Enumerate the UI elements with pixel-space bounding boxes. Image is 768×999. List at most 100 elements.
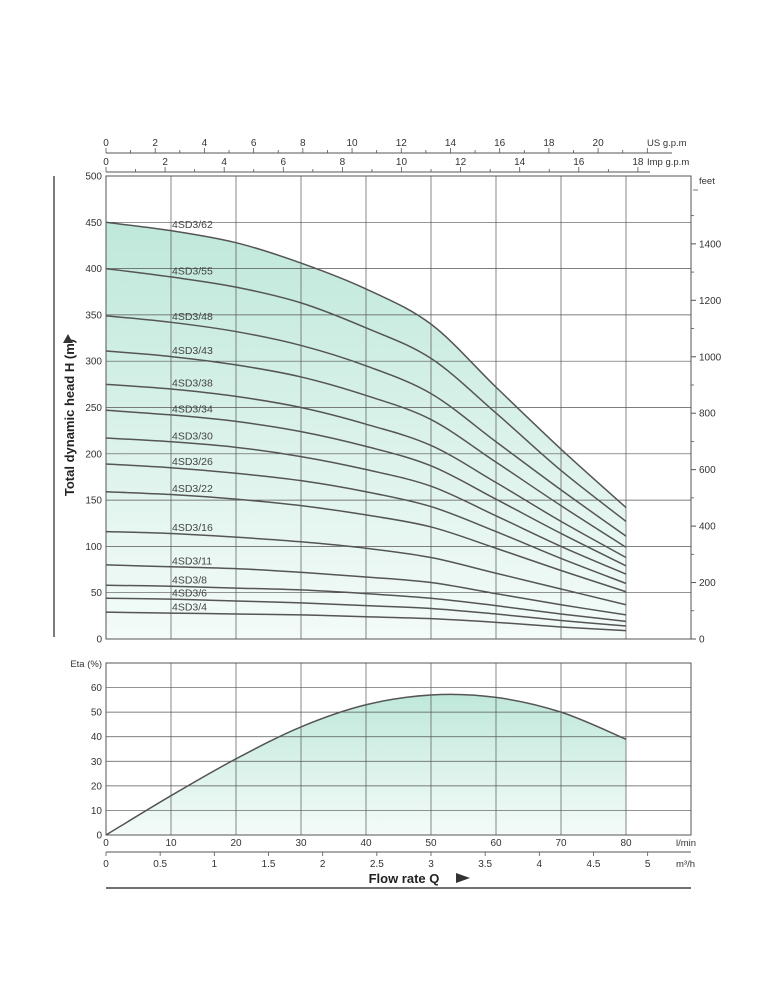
imp-gpm-tick-label: 4 [221,157,227,168]
us-gpm-tick-label: 8 [300,138,306,149]
eta-y-tick-label: 40 [91,732,103,743]
m3h-tick-label: 4 [537,859,543,870]
us-gpm-tick-label: 0 [103,138,109,149]
feet-tick-label: 1200 [699,296,722,307]
lpm-tick-label: 50 [425,838,437,849]
us-gpm-tick-label: 18 [543,138,555,149]
y-tick-label: 250 [85,403,102,414]
lpm-unit-label: l/min [676,838,696,849]
feet-tick-label: 1000 [699,352,722,363]
y-axis-title: Total dynamic head H (m) [62,339,77,496]
eta-y-tick-label: 30 [91,757,103,768]
feet-tick-label: 400 [699,522,716,533]
y-tick-label: 150 [85,496,102,507]
eta-y-tick-label: 10 [91,806,103,817]
curve-4SD3-62 [105,221,627,509]
m3h-tick-label: 1 [212,859,218,870]
curve-4SD3-43 [105,350,627,548]
y-tick-label: 200 [85,449,102,460]
lpm-tick-label: 20 [230,838,242,849]
imp-gpm-tick-label: 14 [514,157,526,168]
eta-curve [105,693,627,836]
x-axis-title: Flow rate Q [369,871,440,886]
lpm-tick-label: 70 [555,838,567,849]
us-gpm-tick-label: 10 [346,138,358,149]
curve-4SD3-48 [105,315,627,537]
curve-label: 4SD3/62 [172,219,213,231]
imp-gpm-tick-label: 6 [281,157,287,168]
y-tick-label: 350 [85,310,102,321]
y-tick-label: 400 [85,264,102,275]
imp-gpm-tick-label: 10 [396,157,408,168]
m3h-tick-label: 4.5 [587,859,601,870]
us-gpm-tick-label: 4 [202,138,208,149]
eta-y-tick-label: 60 [91,683,103,694]
curve-label: 4SD3/30 [172,430,213,442]
y-tick-label: 450 [85,218,102,229]
curve-label: 4SD3/6 [172,588,207,600]
curve-label: 4SD3/22 [172,483,213,495]
curve-4SD3-55 [105,267,627,522]
lpm-tick-label: 0 [103,838,109,849]
curve-label: 4SD3/34 [172,403,213,415]
curve-4SD3-26 [105,463,627,585]
m3h-unit-label: m³/h [676,859,695,870]
curve-label: 4SD3/16 [172,522,213,534]
lpm-tick-label: 10 [165,838,177,849]
feet-tick-label: 0 [699,635,705,646]
curve-label: 4SD3/11 [172,555,212,567]
curve-4SD3-38 [105,383,627,559]
m3h-tick-label: 0 [103,859,109,870]
curve-4SD3-22 [105,491,627,593]
lpm-tick-label: 60 [490,838,502,849]
m3h-tick-label: 3.5 [478,859,492,870]
curve-4SD3-16 [105,530,627,606]
us-gpm-tick-label: 6 [251,138,257,149]
us-gpm-tick-label: 2 [152,138,158,149]
x-axis-arrow-icon [456,873,470,883]
imp-gpm-tick-label: 12 [455,157,467,168]
y-axis-arrow-icon [63,334,73,343]
eta-axis-title: Eta (%) [70,659,102,670]
imp-gpm-tick-label: 16 [573,157,585,168]
m3h-tick-label: 1.5 [262,859,276,870]
lpm-tick-label: 30 [295,838,307,849]
y-tick-label: 300 [85,357,102,368]
curve-4SD3-30 [105,437,627,575]
y-tick-label: 100 [85,542,102,553]
y-tick-label: 500 [85,172,102,183]
eta-plot-frame [105,662,692,836]
curve-4SD3-34 [105,409,627,567]
m3h-tick-label: 2 [320,859,326,870]
curve-label: 4SD3/38 [172,377,213,389]
imp-gpm-tick-label: 2 [162,157,168,168]
imp-gpm-tick-label: 0 [103,157,109,168]
m3h-tick-label: 3 [428,859,434,870]
curve-4SD3-4 [105,611,627,632]
eta-y-tick-label: 0 [96,831,102,842]
imp-gpm-tick-label: 8 [340,157,346,168]
us-gpm-tick-label: 14 [445,138,457,149]
m3h-tick-label: 0.5 [153,859,167,870]
feet-tick-label: 800 [699,409,716,420]
eta-y-tick-label: 50 [91,708,103,719]
us-gpm-tick-label: 12 [396,138,408,149]
us-gpm-unit-label: US g.p.m [647,138,687,149]
curve-4SD3-6 [105,597,627,627]
head-plot-frame [105,175,692,640]
curve-4SD3-8 [105,584,627,623]
eta-y-tick-label: 20 [91,781,103,792]
curve-4SD3-11 [105,564,627,616]
y-tick-label: 50 [91,588,103,599]
curve-label: 4SD3/43 [172,345,213,357]
imp-gpm-tick-label: 18 [632,157,644,168]
m3h-tick-label: 5 [645,859,651,870]
y-tick-label: 0 [96,635,102,646]
feet-tick-label: 1400 [699,239,722,250]
curve-label: 4SD3/4 [172,602,207,614]
feet-unit-label: feet [699,176,715,187]
curve-label: 4SD3/8 [172,575,207,587]
feet-tick-label: 600 [699,465,716,476]
us-gpm-tick-label: 20 [593,138,605,149]
